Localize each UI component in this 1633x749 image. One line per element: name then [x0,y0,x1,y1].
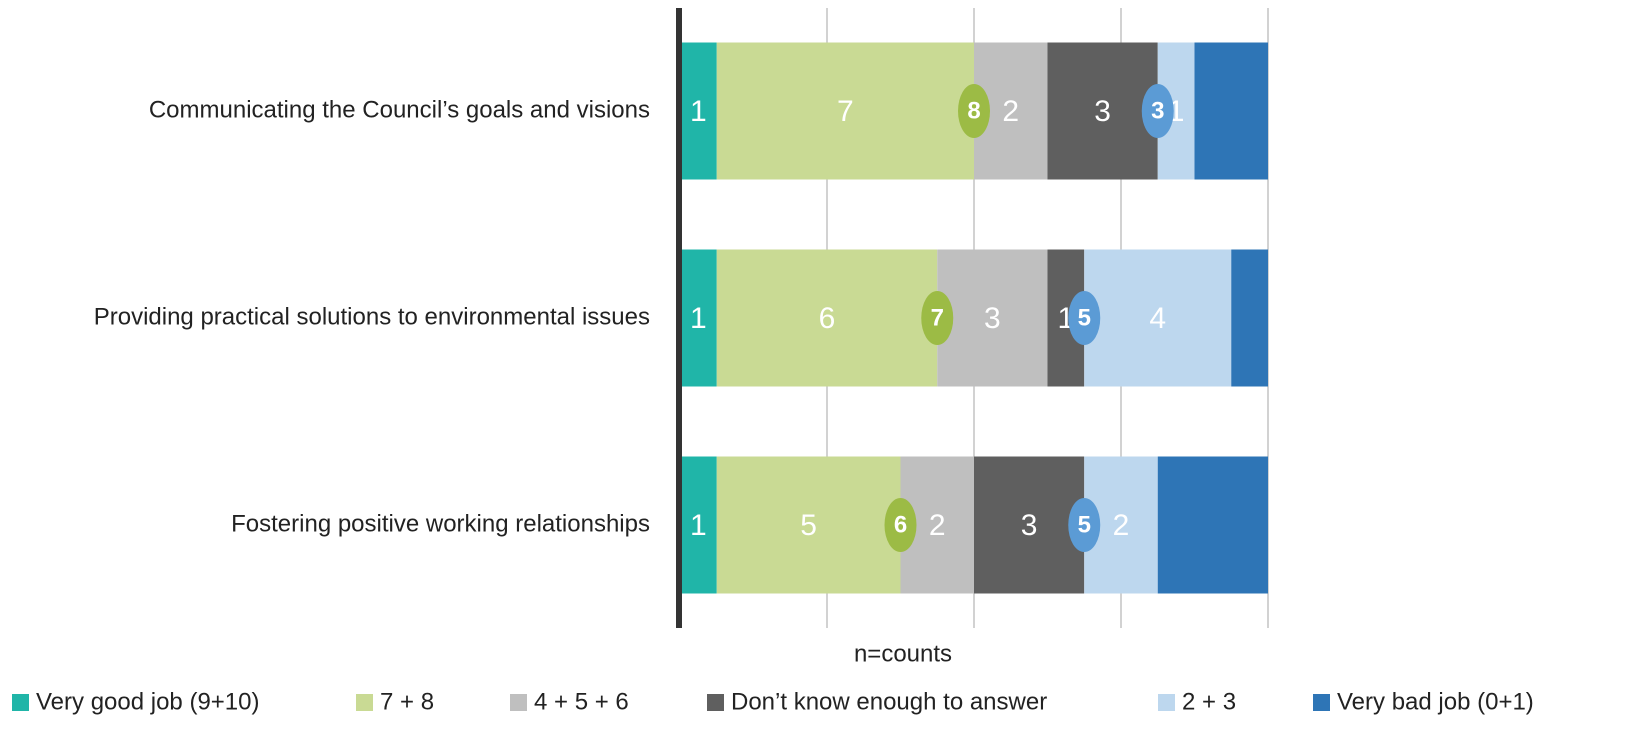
legend-swatch [1158,694,1175,711]
legend-label: 2 + 3 [1182,688,1236,715]
legend-swatch [510,694,527,711]
x-axis-title: n=counts [854,640,952,667]
summary-bubble [958,84,990,138]
category-label: Communicating the Council’s goals and vi… [149,96,650,123]
data-label: 2 [929,509,946,542]
bar-segment [680,249,717,387]
summary-label: 3 [1151,97,1164,124]
data-label: 1 [690,509,707,542]
data-label: 2 [1113,509,1130,542]
data-label: 1 [690,95,707,128]
bar-segment [1084,249,1232,387]
summary-bubble [921,291,954,345]
data-label: 6 [819,302,836,335]
legend-label: 4 + 5 + 6 [534,688,629,715]
legend-label: Don’t know enough to answer [731,688,1047,715]
bar-segment [680,42,717,180]
legend-swatch [356,694,373,711]
data-label: 3 [1021,509,1038,542]
bar-segment [1194,42,1268,180]
legend-swatch [1313,694,1330,711]
bar-segment [937,249,1048,387]
category-label: Fostering positive working relationships [231,510,650,537]
summary-bubble [1068,291,1101,345]
data-label: 3 [1094,95,1111,128]
legend-swatch [707,694,724,711]
legend-label: Very good job (9+10) [36,688,260,715]
summary-label: 5 [1078,304,1091,331]
data-label: 3 [984,302,1001,335]
legend-label: 7 + 8 [380,688,434,715]
data-label: 1 [690,302,707,335]
bar-segment [716,42,974,180]
bar-segment [1157,456,1268,594]
bar-segment [716,456,901,594]
data-label: 5 [800,509,817,542]
legend-swatch [12,694,29,711]
summary-label: 6 [894,511,907,538]
bar-segment [974,456,1085,594]
data-label: 2 [1002,95,1019,128]
bar-segment [716,249,938,387]
summary-bubble [1141,84,1174,138]
summary-label: 8 [967,97,980,124]
summary-bubble [884,498,917,552]
summary-label: 7 [931,304,944,331]
data-label: 7 [837,95,854,128]
data-label: 4 [1149,302,1166,335]
bar-segment [1231,249,1268,387]
legend-label: Very bad job (0+1) [1337,688,1534,715]
bar-segment [680,456,717,594]
bar-segment [1047,42,1158,180]
summary-bubble [1068,498,1101,552]
summary-label: 5 [1078,511,1091,538]
category-label: Providing practical solutions to environ… [94,303,650,330]
